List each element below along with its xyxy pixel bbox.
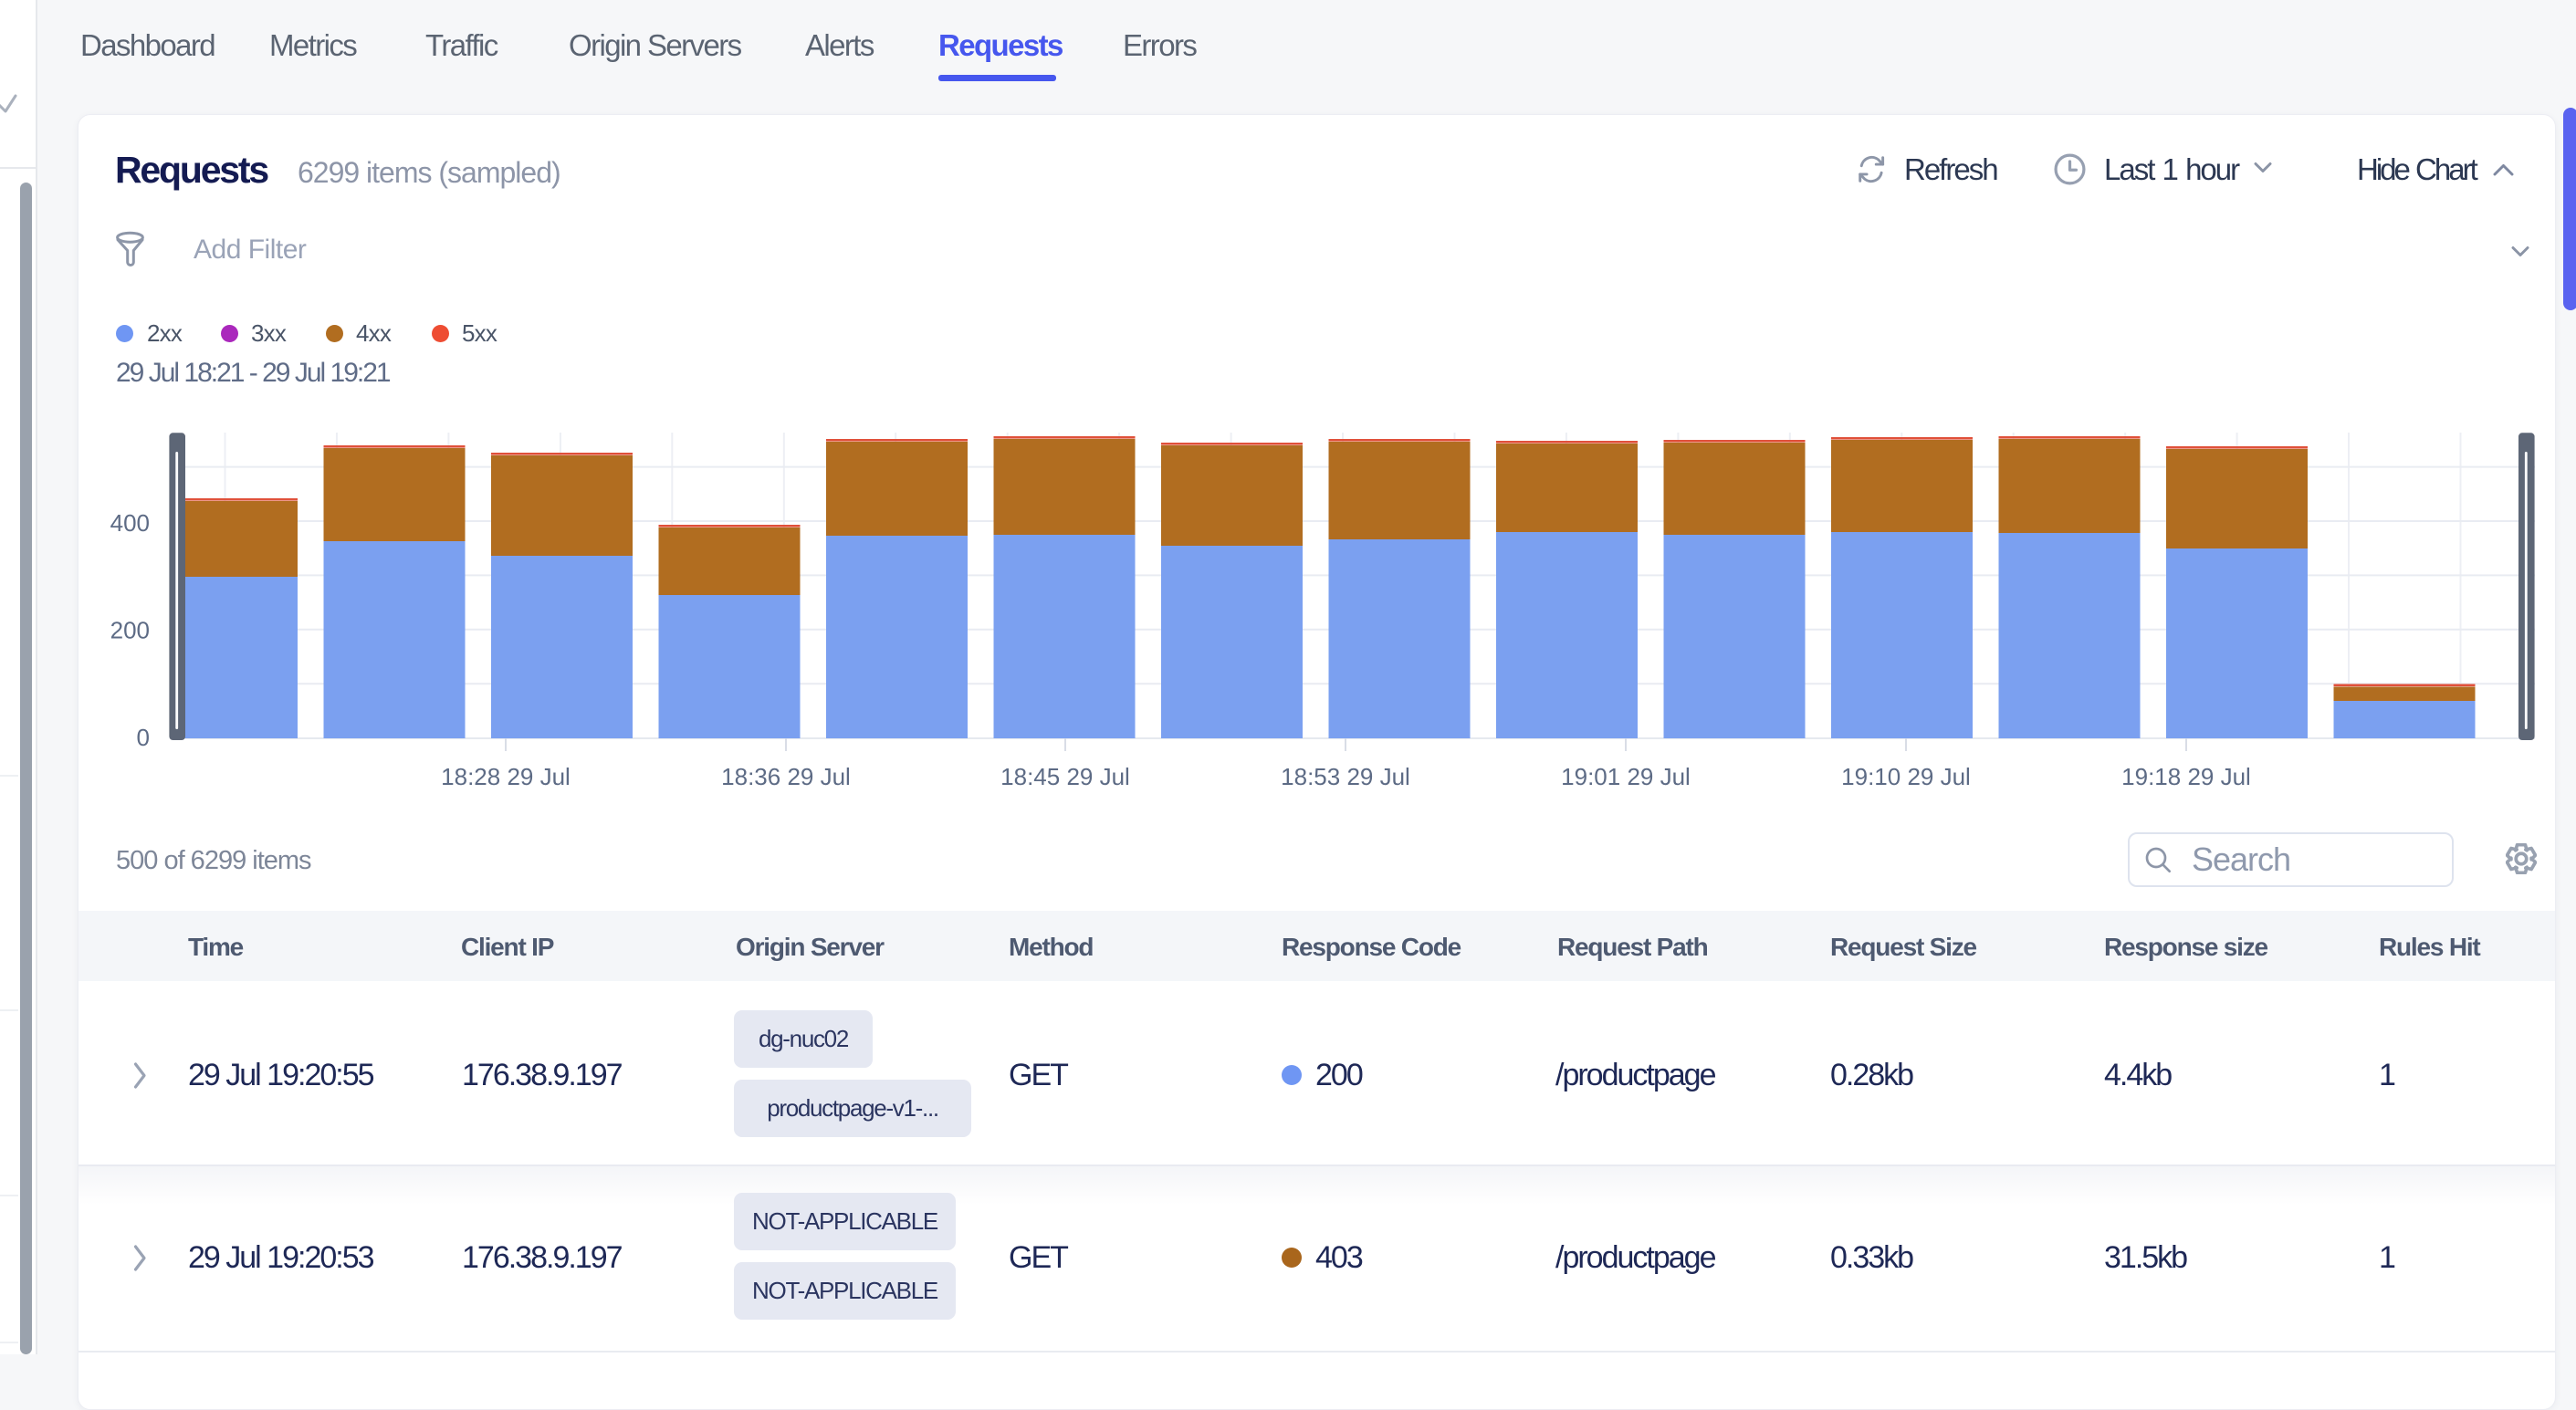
svg-text:0: 0 xyxy=(137,724,150,751)
svg-text:19:18 29 Jul: 19:18 29 Jul xyxy=(2121,763,2251,790)
svg-text:18:53 29 Jul: 18:53 29 Jul xyxy=(1281,763,1410,790)
svg-text:19:10 29 Jul: 19:10 29 Jul xyxy=(1841,763,1971,790)
svg-text:18:45 29 Jul: 18:45 29 Jul xyxy=(1000,763,1130,790)
svg-text:18:28 29 Jul: 18:28 29 Jul xyxy=(441,763,571,790)
svg-text:400: 400 xyxy=(110,509,150,537)
svg-text:200: 200 xyxy=(110,617,150,644)
svg-text:18:36 29 Jul: 18:36 29 Jul xyxy=(721,763,851,790)
svg-text:19:01 29 Jul: 19:01 29 Jul xyxy=(1561,763,1691,790)
